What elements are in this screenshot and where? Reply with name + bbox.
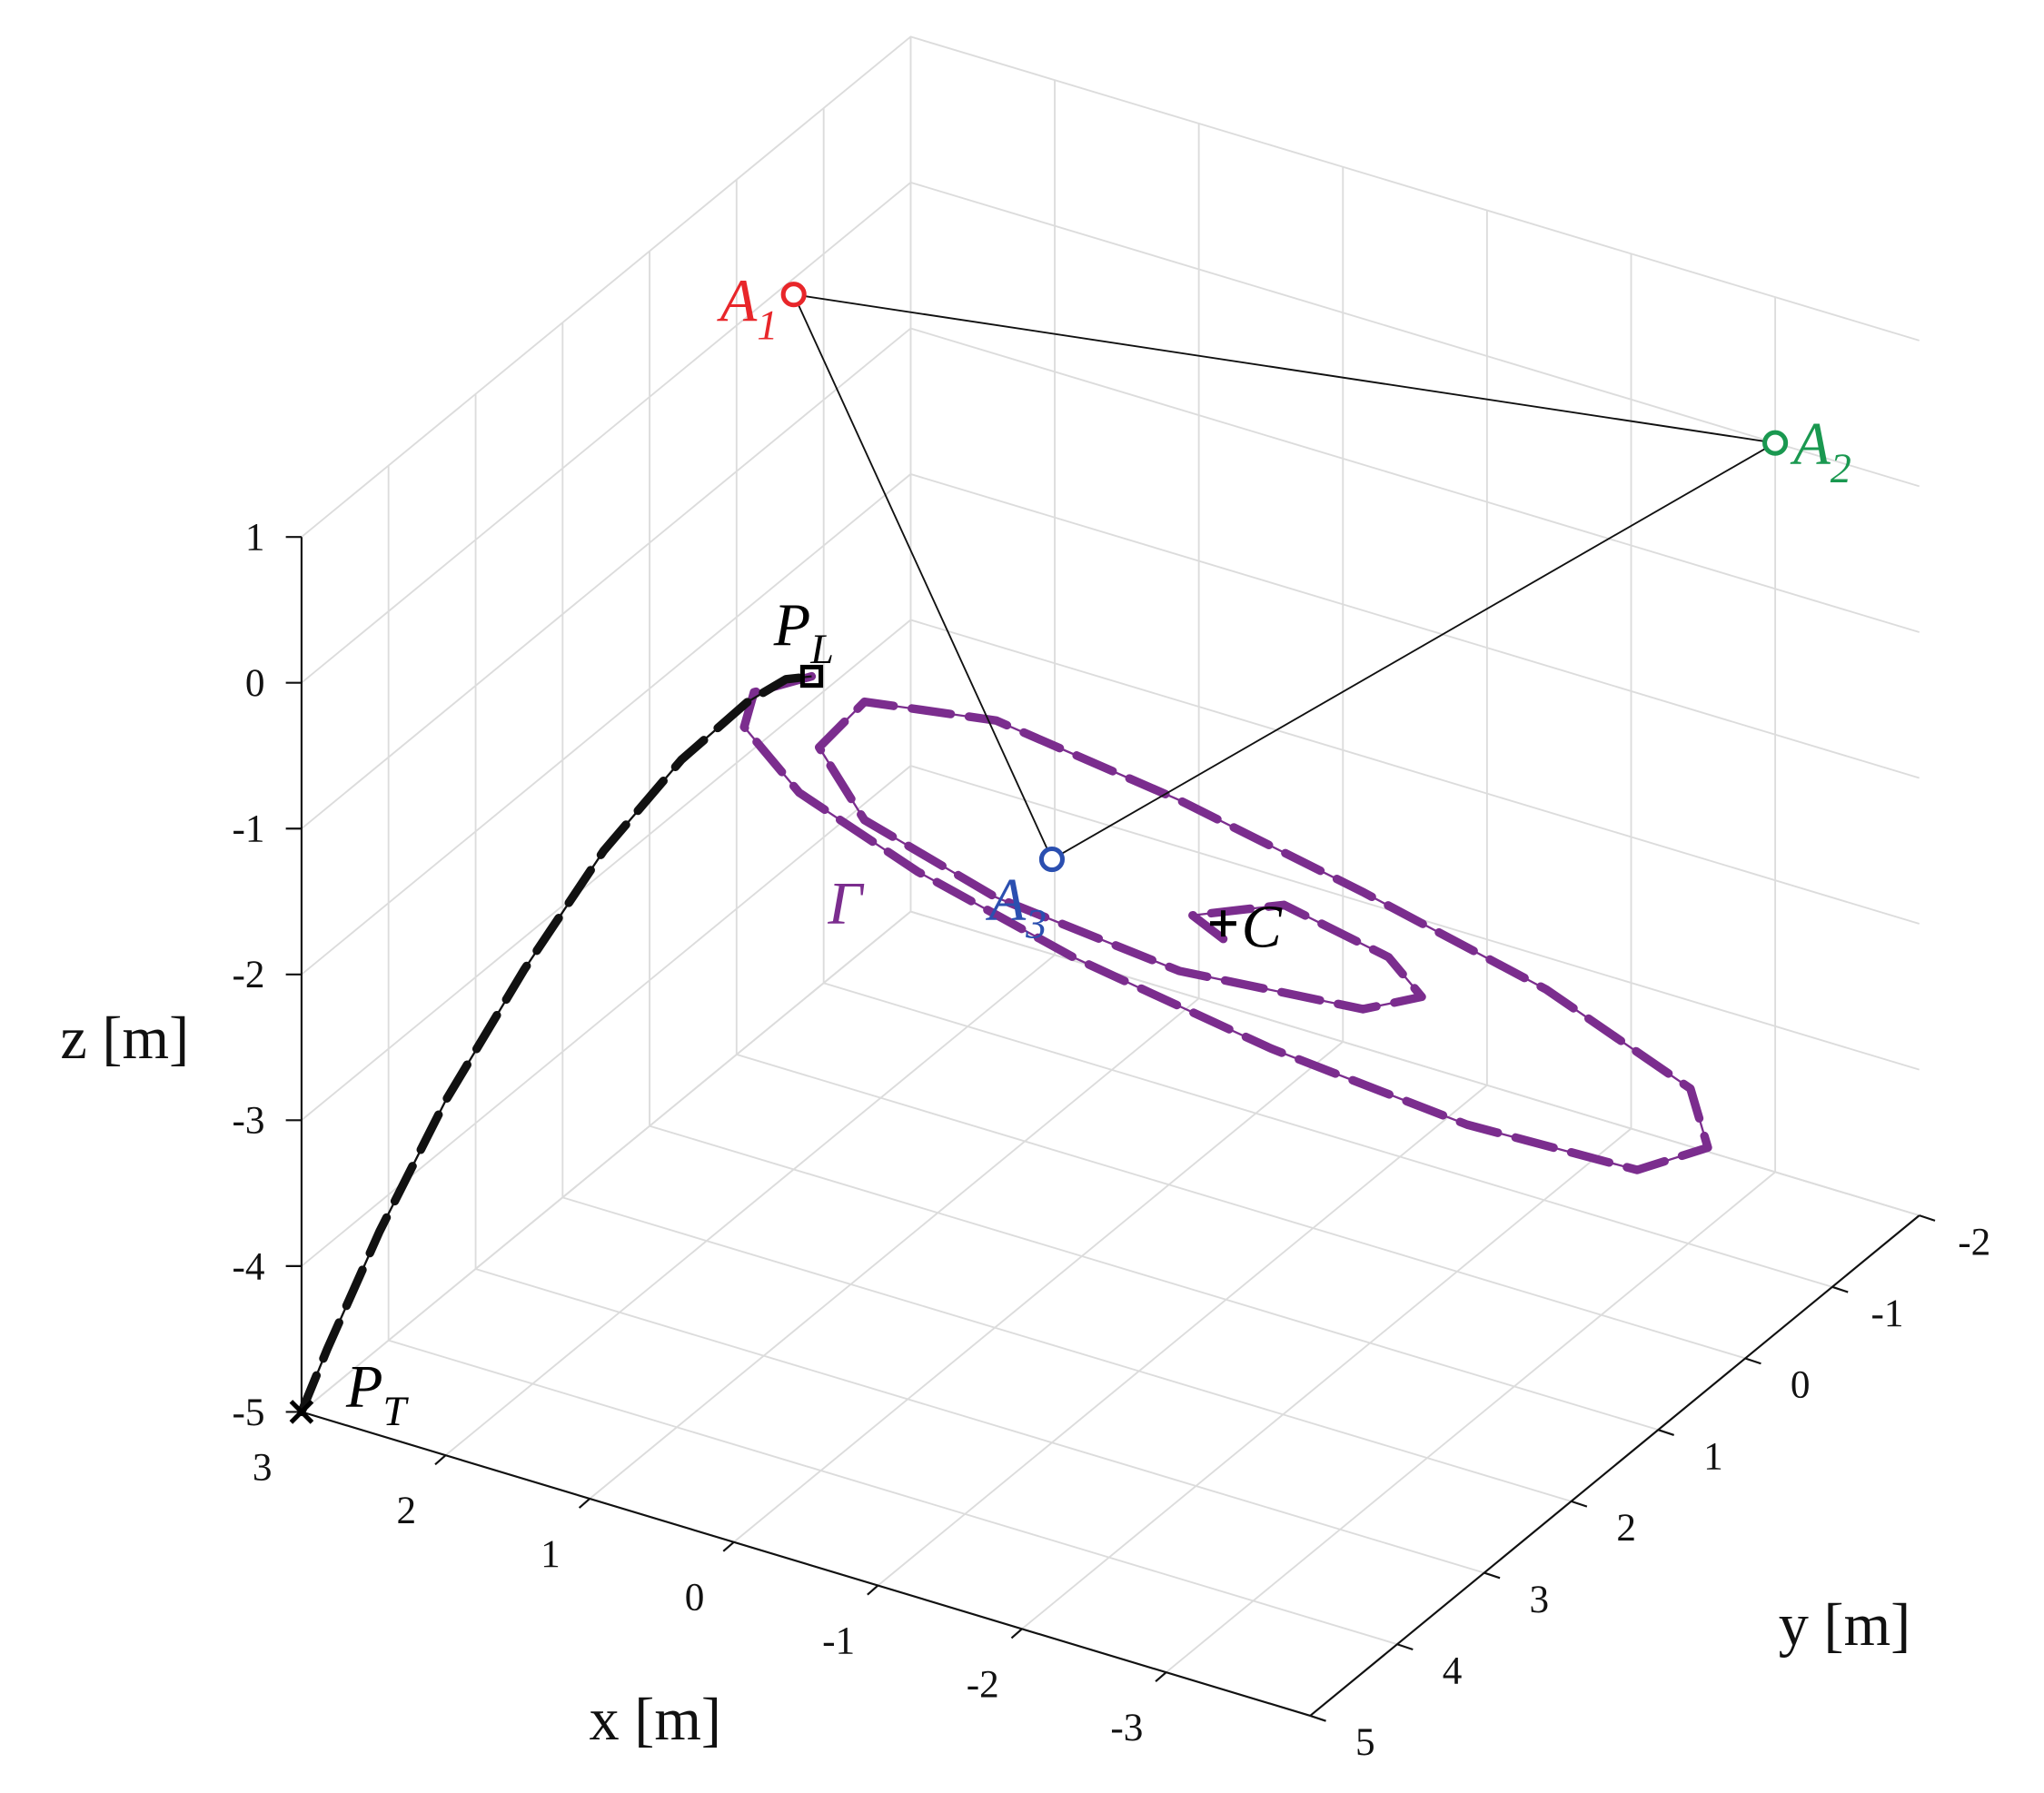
- x-tick-label: -1: [822, 1620, 855, 1663]
- x-tick: [1010, 1628, 1023, 1639]
- y-tick: [1831, 1285, 1849, 1293]
- grid-line: [387, 465, 1398, 1646]
- y-tick: [1571, 1500, 1588, 1508]
- y-tick: [1483, 1571, 1501, 1580]
- y-tick: [1744, 1357, 1761, 1365]
- point-label-main: A: [717, 268, 758, 334]
- grid-line: [474, 393, 1485, 1574]
- grid-line: [822, 108, 1833, 1288]
- x-tick-label: 3: [253, 1445, 273, 1489]
- axis-line: [1309, 1214, 1920, 1717]
- anchor-marker: [1038, 846, 1066, 873]
- point-label-sub: 1: [757, 302, 778, 348]
- point-label: PL: [773, 592, 834, 672]
- y-tick-label: 5: [1355, 1720, 1375, 1764]
- cable: [792, 293, 1053, 860]
- cable: [793, 293, 1776, 444]
- z-axis-label: z [m]: [60, 1005, 189, 1072]
- grid-line: [735, 179, 1746, 1360]
- y-tick-label: 0: [1791, 1363, 1811, 1407]
- x-tick: [722, 1540, 735, 1552]
- point-label-sub: T: [382, 1388, 409, 1434]
- point-label-main: P: [773, 592, 811, 659]
- point-label: A1: [717, 268, 779, 348]
- point-label-sub: 3: [1025, 901, 1047, 947]
- point-label-sub: L: [809, 626, 834, 672]
- cable: [1051, 441, 1776, 860]
- point-label: A2: [1790, 411, 1851, 491]
- z-tick-label: 1: [245, 516, 265, 560]
- y-axis-label: y [m]: [1779, 1592, 1910, 1659]
- x-axis-label: x [m]: [590, 1687, 721, 1753]
- z-tick-label: -5: [233, 1391, 265, 1434]
- z-tick-label: -1: [233, 807, 265, 851]
- axis-line: [301, 1411, 1311, 1717]
- x-tick-label: -3: [1110, 1706, 1143, 1749]
- point-label-main: A: [986, 867, 1027, 933]
- y-tick-label: 2: [1616, 1506, 1636, 1550]
- x-tick-label: 2: [396, 1489, 416, 1532]
- trajectory-actual: [297, 671, 817, 1417]
- z-tick-label: -2: [233, 953, 265, 996]
- point-label-main: A: [1790, 411, 1831, 478]
- y-tick: [1396, 1643, 1414, 1651]
- grid-line: [909, 36, 1920, 1217]
- point-marker: [799, 664, 824, 688]
- point-label-main: P: [345, 1354, 383, 1421]
- point-marker: [289, 1400, 314, 1424]
- grid-line: [561, 322, 1572, 1502]
- point-marker: [1210, 910, 1236, 937]
- z-tick-label: -3: [233, 1099, 265, 1143]
- trajectory-actual: [739, 671, 1712, 1174]
- anchor-marker: [1762, 430, 1789, 456]
- point-label-sub: 2: [1831, 445, 1851, 491]
- x-tick-label: 1: [541, 1532, 561, 1576]
- y-tick-label: 4: [1443, 1649, 1463, 1692]
- x-tick-label: 0: [685, 1576, 705, 1620]
- curve-label: Γ: [827, 871, 864, 937]
- grid-line: [649, 251, 1659, 1431]
- z-tick-label: -4: [233, 1244, 265, 1288]
- point-label: A3: [986, 867, 1047, 946]
- x-tick: [1155, 1671, 1167, 1683]
- y-tick: [1658, 1429, 1675, 1436]
- y-tick-label: 3: [1530, 1578, 1550, 1621]
- x-tick: [867, 1584, 879, 1596]
- x-tick-label: -2: [967, 1662, 999, 1706]
- y-tick-label: -2: [1958, 1220, 1990, 1263]
- y-tick: [1309, 1714, 1326, 1722]
- y-tick-label: -1: [1870, 1292, 1903, 1335]
- x-tick: [434, 1454, 447, 1466]
- y-tick-label: 1: [1703, 1434, 1723, 1478]
- point-label-main: C: [1242, 895, 1283, 961]
- y-tick: [1919, 1214, 1936, 1222]
- point-label: C: [1242, 895, 1283, 961]
- x-tick: [578, 1498, 590, 1509]
- z-tick-label: 0: [245, 661, 265, 705]
- anchor-marker: [780, 282, 807, 308]
- point-label: PT: [345, 1354, 410, 1434]
